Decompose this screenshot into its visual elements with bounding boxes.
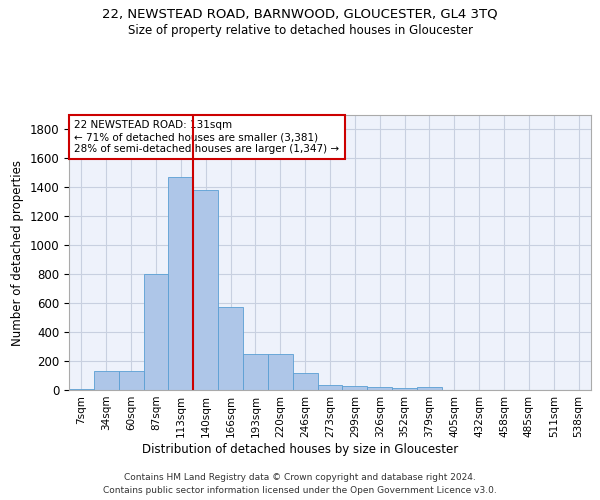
Bar (69, 388, 94, 390)
Bar (119, 371, 143, 390)
Bar (417, 387, 442, 390)
Text: Size of property relative to detached houses in Gloucester: Size of property relative to detached ho… (128, 24, 473, 37)
Bar (317, 385, 343, 390)
Y-axis label: Number of detached properties: Number of detached properties (11, 160, 24, 346)
Bar (169, 177, 193, 390)
Text: Contains public sector information licensed under the Open Government Licence v3: Contains public sector information licen… (103, 486, 497, 495)
Bar (143, 274, 169, 390)
Bar (94, 371, 119, 390)
Text: 22, NEWSTEAD ROAD, BARNWOOD, GLOUCESTER, GL4 3TQ: 22, NEWSTEAD ROAD, BARNWOOD, GLOUCESTER,… (102, 8, 498, 20)
Bar (268, 354, 293, 390)
Text: Contains HM Land Registry data © Crown copyright and database right 2024.: Contains HM Land Registry data © Crown c… (124, 472, 476, 482)
Bar (243, 354, 268, 390)
Bar (392, 388, 417, 390)
Bar (218, 307, 243, 390)
Bar (193, 190, 218, 390)
Bar (367, 387, 392, 390)
Bar (293, 374, 317, 390)
Text: Distribution of detached houses by size in Gloucester: Distribution of detached houses by size … (142, 442, 458, 456)
Bar (343, 386, 367, 390)
Text: 22 NEWSTEAD ROAD: 131sqm
← 71% of detached houses are smaller (3,381)
28% of sem: 22 NEWSTEAD ROAD: 131sqm ← 71% of detach… (74, 120, 340, 154)
